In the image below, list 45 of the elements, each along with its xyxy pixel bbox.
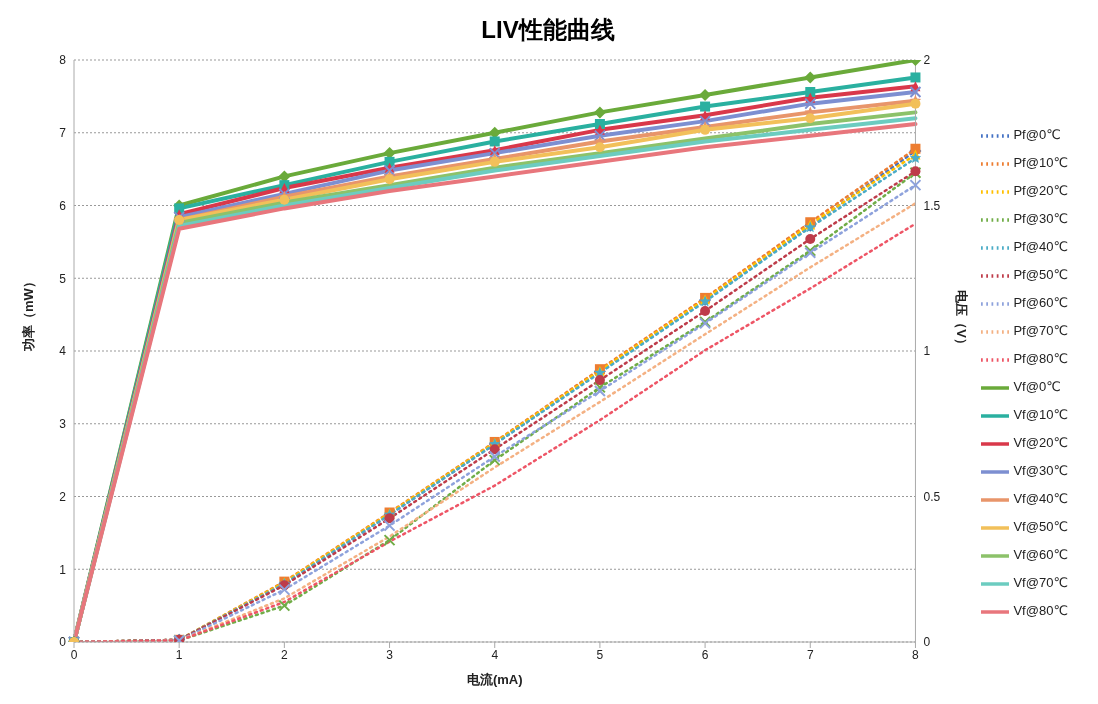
y2-tick-label: 2 (923, 53, 931, 68)
y-tick-label: 4 (59, 344, 67, 359)
x-tick-label: 1 (175, 647, 183, 662)
legend-label: Vf@10℃ (1013, 407, 1068, 423)
legend-label: Pf@20℃ (1013, 183, 1068, 199)
y-tick-label: 5 (59, 271, 67, 286)
x-tick-label: 5 (596, 647, 604, 662)
y2-tick-label: 0 (923, 635, 931, 650)
x-tick-label: 7 (806, 647, 814, 662)
x-tick-label: 8 (912, 647, 920, 662)
legend-label: Vf@30℃ (1013, 463, 1068, 479)
x-tick-label: 3 (386, 647, 394, 662)
legend-label: Pf@0℃ (1013, 127, 1061, 143)
x-axis-title: 电流(mA) (466, 672, 523, 687)
y-tick-label: 8 (59, 53, 67, 68)
legend-label: Vf@40℃ (1013, 491, 1068, 507)
legend-label: Vf@0℃ (1013, 379, 1061, 395)
y-tick-label: 1 (59, 562, 67, 577)
y2-axis-title: 电压（V） (953, 290, 969, 351)
legend-label: Vf@50℃ (1013, 519, 1068, 535)
y2-tick-label: 1.5 (923, 198, 941, 213)
y-tick-label: 3 (59, 417, 67, 432)
y-axis-title: 功率（mW） (20, 275, 36, 352)
x-tick-label: 4 (491, 647, 499, 662)
legend-label: Pf@80℃ (1013, 351, 1068, 367)
x-tick-label: 6 (701, 647, 709, 662)
x-tick-label: 2 (281, 647, 289, 662)
legend-label: Pf@10℃ (1013, 155, 1068, 171)
y-tick-label: 7 (59, 126, 67, 141)
legend-label: Vf@70℃ (1013, 575, 1068, 591)
legend-label: Pf@30℃ (1013, 211, 1068, 227)
y2-tick-label: 1 (923, 344, 931, 359)
legend-label: Pf@40℃ (1013, 239, 1068, 255)
legend-label: Pf@70℃ (1013, 323, 1068, 339)
legend-label: Pf@50℃ (1013, 267, 1068, 283)
legend-label: Vf@60℃ (1013, 547, 1068, 563)
chart-title: LIV性能曲线 (480, 15, 616, 45)
y-tick-label: 0 (59, 635, 67, 650)
legend-label: Pf@60℃ (1013, 295, 1068, 311)
legend-label: Vf@20℃ (1013, 435, 1068, 451)
y-tick-label: 6 (59, 198, 67, 213)
legend-label: Vf@80℃ (1013, 603, 1068, 619)
y2-tick-label: 0.5 (923, 489, 941, 504)
x-tick-label: 0 (70, 647, 78, 662)
y-tick-label: 2 (59, 489, 67, 504)
